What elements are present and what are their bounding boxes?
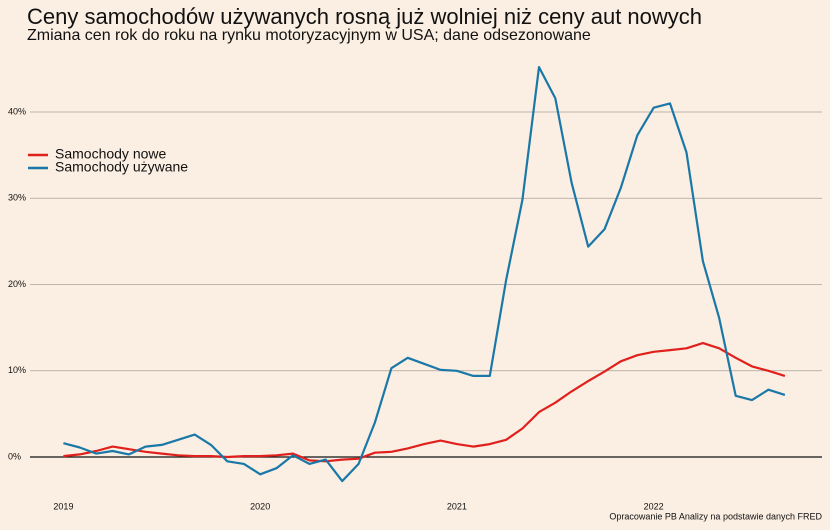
chart-subtitle: Zmiana cen rok do roku na rynku motoryza…: [27, 27, 591, 44]
x-tick-label: 2022: [644, 501, 664, 511]
y-tick-label: 40%: [8, 106, 26, 116]
x-tick-label: 2020: [250, 501, 270, 511]
series-line: [63, 342, 786, 463]
source: Opracowanie PB Analizy na podstawie dany…: [609, 511, 822, 521]
legend-label: Samochody używane: [55, 159, 188, 175]
y-tick-label: 30%: [8, 193, 26, 203]
x-tick-label: 2019: [53, 501, 73, 511]
legend-label: Samochody nowe: [55, 146, 167, 162]
y-tick-label: 0%: [8, 451, 21, 461]
y-tick-label: 20%: [8, 279, 26, 289]
x-tick-label: 2021: [447, 501, 467, 511]
series-line: [63, 66, 786, 483]
y-tick-label: 10%: [8, 365, 26, 375]
chart-title: Ceny samochodów używanych rosną już woln…: [27, 4, 702, 29]
